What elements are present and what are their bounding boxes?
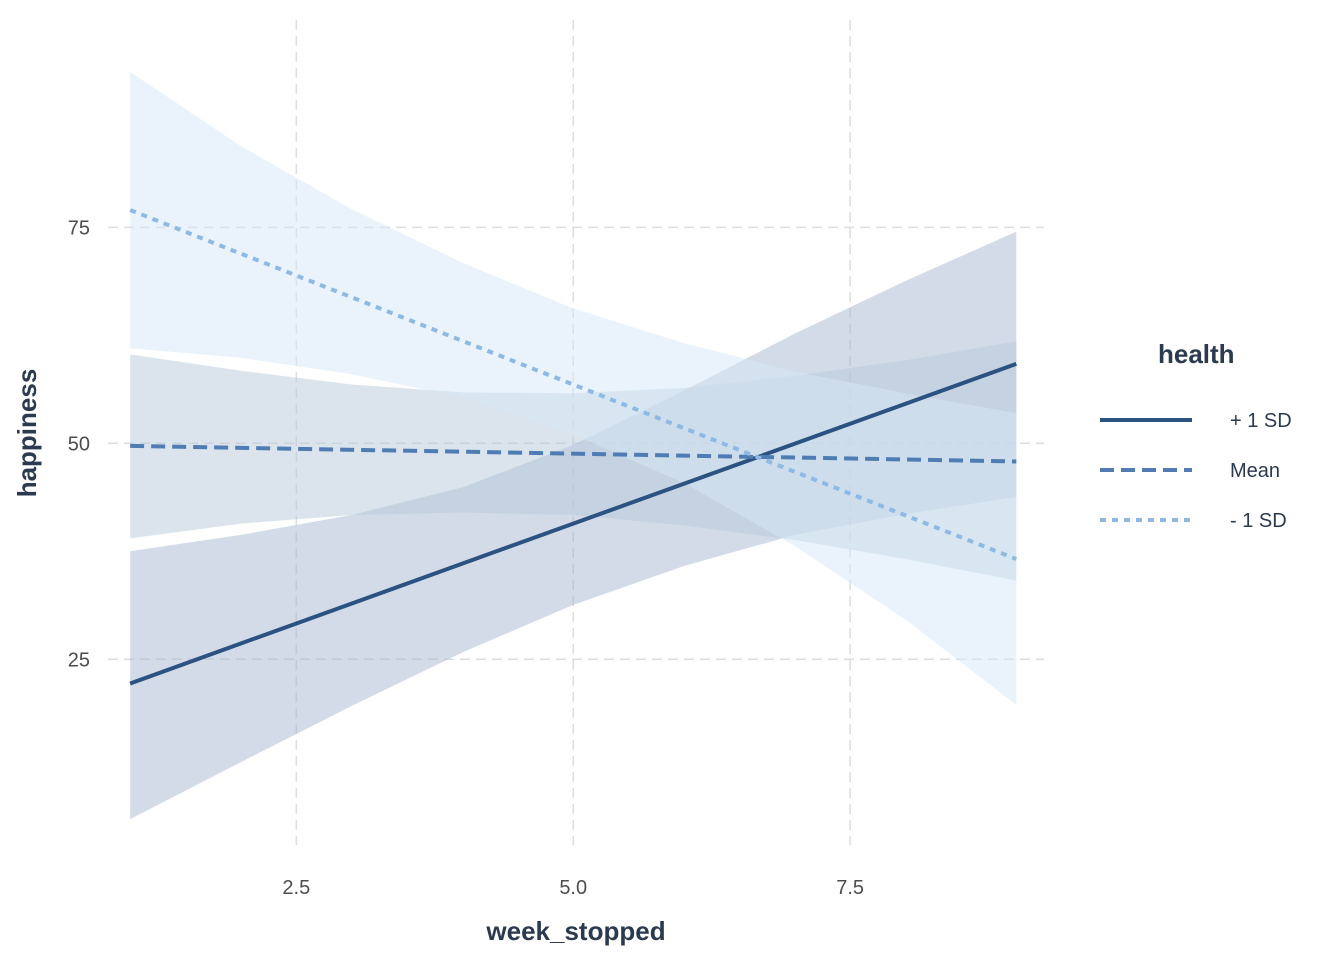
x-tick-label: 5.0 (559, 877, 587, 899)
tick-labels: 2.5 5.0 7.5 25 50 75 (68, 217, 864, 899)
legend-label: Mean (1230, 460, 1280, 482)
legend-item: + 1 SD (1100, 410, 1292, 432)
series-line-minus-1sd (129, 208, 1018, 561)
legend-item: Mean (1100, 460, 1280, 482)
x-tick-label: 7.5 (836, 877, 864, 899)
confidence-band-minus-1sd (130, 71, 1017, 706)
y-tick-label: 50 (68, 433, 90, 455)
series-line-mean (130, 443, 1017, 464)
legend-label: - 1 SD (1230, 510, 1287, 532)
y-tick-label: 75 (68, 217, 90, 239)
series-lines (129, 208, 1018, 686)
x-tick-label: 2.5 (282, 877, 310, 899)
legend-item: - 1 SD (1100, 510, 1287, 532)
y-tick-label: 25 (68, 649, 90, 671)
y-axis-title: happiness (12, 369, 42, 498)
legend-title: health (1158, 339, 1235, 369)
legend-label: + 1 SD (1230, 410, 1292, 432)
x-axis-title: week_stopped (485, 916, 665, 946)
series-line-plus-1sd (129, 361, 1017, 686)
legend: health + 1 SD Mean - 1 SD (1100, 339, 1292, 532)
